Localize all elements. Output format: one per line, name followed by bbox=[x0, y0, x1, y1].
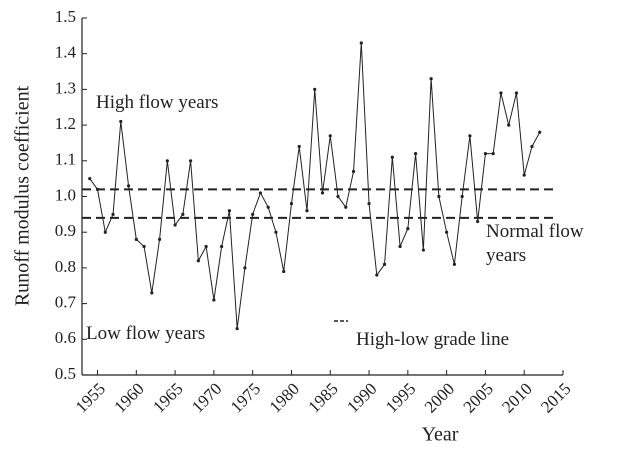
data-point bbox=[398, 244, 402, 249]
data-point bbox=[227, 209, 232, 213]
data-point bbox=[336, 194, 340, 199]
data-point bbox=[282, 269, 286, 274]
y-tick-label: 0.5 bbox=[55, 364, 76, 383]
y-tick-label: 0.7 bbox=[55, 293, 77, 312]
data-point bbox=[111, 212, 115, 216]
data-point bbox=[95, 187, 100, 191]
x-tick-label: 1985 bbox=[304, 379, 341, 416]
annotation: Low flow years bbox=[86, 323, 206, 344]
data-point bbox=[181, 212, 185, 216]
x-tick-label: 1965 bbox=[149, 379, 186, 416]
data-point bbox=[196, 259, 200, 263]
data-point bbox=[445, 230, 449, 234]
x-tick-label: 1960 bbox=[110, 379, 147, 416]
data-point bbox=[134, 237, 138, 241]
data-point bbox=[235, 326, 239, 331]
x-tick-label: 1970 bbox=[188, 379, 225, 416]
x-tick-label: 2000 bbox=[421, 379, 458, 416]
x-tick-label: 1995 bbox=[382, 379, 419, 416]
data-point bbox=[189, 159, 193, 163]
x-axis-label: Year bbox=[422, 424, 459, 446]
data-point bbox=[351, 169, 356, 174]
data-point bbox=[220, 244, 224, 249]
data-point bbox=[476, 219, 480, 224]
y-tick-label: 0.8 bbox=[55, 257, 76, 276]
data-point bbox=[483, 152, 488, 156]
data-point bbox=[266, 205, 270, 209]
y-tick-label: 1.4 bbox=[55, 43, 77, 62]
data-line bbox=[89, 42, 541, 329]
data-point bbox=[305, 209, 309, 213]
data-point bbox=[212, 298, 216, 302]
data-point bbox=[390, 155, 394, 159]
data-point bbox=[468, 134, 472, 138]
data-point bbox=[243, 266, 247, 270]
data-point bbox=[142, 244, 146, 249]
data-point bbox=[499, 91, 503, 95]
data-point bbox=[344, 205, 348, 209]
y-tick-label: 0.9 bbox=[55, 221, 76, 240]
data-point bbox=[413, 152, 418, 156]
data-point bbox=[491, 152, 495, 156]
x-tick-label: 1980 bbox=[266, 379, 303, 416]
x-tick-label: 2005 bbox=[460, 379, 497, 416]
y-axis-label: Runoff modulus coefficient bbox=[12, 85, 34, 306]
data-point bbox=[126, 184, 131, 188]
data-point bbox=[157, 237, 162, 241]
data-point bbox=[313, 87, 317, 91]
y-tick-label: 0.6 bbox=[55, 328, 76, 347]
data-point bbox=[165, 159, 169, 163]
annotation: High flow years bbox=[96, 92, 219, 113]
data-point bbox=[274, 230, 278, 234]
data-point bbox=[375, 273, 379, 277]
y-tick-label: 1.1 bbox=[55, 150, 76, 169]
x-tick-label: 1990 bbox=[343, 379, 380, 416]
data-point bbox=[204, 244, 208, 249]
data-point bbox=[530, 144, 534, 149]
data-point bbox=[103, 230, 107, 234]
data-point bbox=[460, 194, 464, 199]
data-point bbox=[320, 191, 325, 195]
x-tick-label: 1955 bbox=[72, 379, 109, 416]
data-point bbox=[421, 248, 425, 252]
data-point bbox=[359, 41, 363, 45]
x-tick-label: 2010 bbox=[498, 379, 535, 416]
data-point bbox=[538, 130, 542, 134]
data-point bbox=[507, 123, 511, 127]
data-point bbox=[452, 262, 456, 266]
y-tick-label: 1.0 bbox=[55, 185, 76, 204]
data-point bbox=[297, 144, 301, 149]
data-point bbox=[328, 134, 332, 138]
data-point bbox=[522, 173, 526, 177]
data-point bbox=[258, 191, 263, 195]
data-point bbox=[382, 262, 387, 266]
data-point bbox=[406, 227, 410, 231]
data-point bbox=[514, 91, 519, 95]
y-tick-label: 1.2 bbox=[55, 114, 76, 133]
x-tick-label: 1975 bbox=[227, 379, 264, 416]
data-point bbox=[173, 223, 177, 227]
annotation: High-low grade line bbox=[356, 329, 510, 350]
y-tick-label: 1.3 bbox=[55, 78, 76, 97]
x-tick-label: 2015 bbox=[537, 379, 574, 416]
annotation: Normal flow years bbox=[486, 221, 584, 266]
data-point bbox=[150, 291, 154, 295]
data-point bbox=[429, 77, 433, 81]
data-point bbox=[289, 202, 294, 206]
y-tick-label: 1.5 bbox=[55, 7, 76, 26]
data-point bbox=[119, 119, 123, 124]
data-point bbox=[437, 194, 441, 199]
data-point bbox=[251, 212, 255, 216]
data-point bbox=[88, 177, 92, 181]
data-point bbox=[367, 202, 371, 206]
